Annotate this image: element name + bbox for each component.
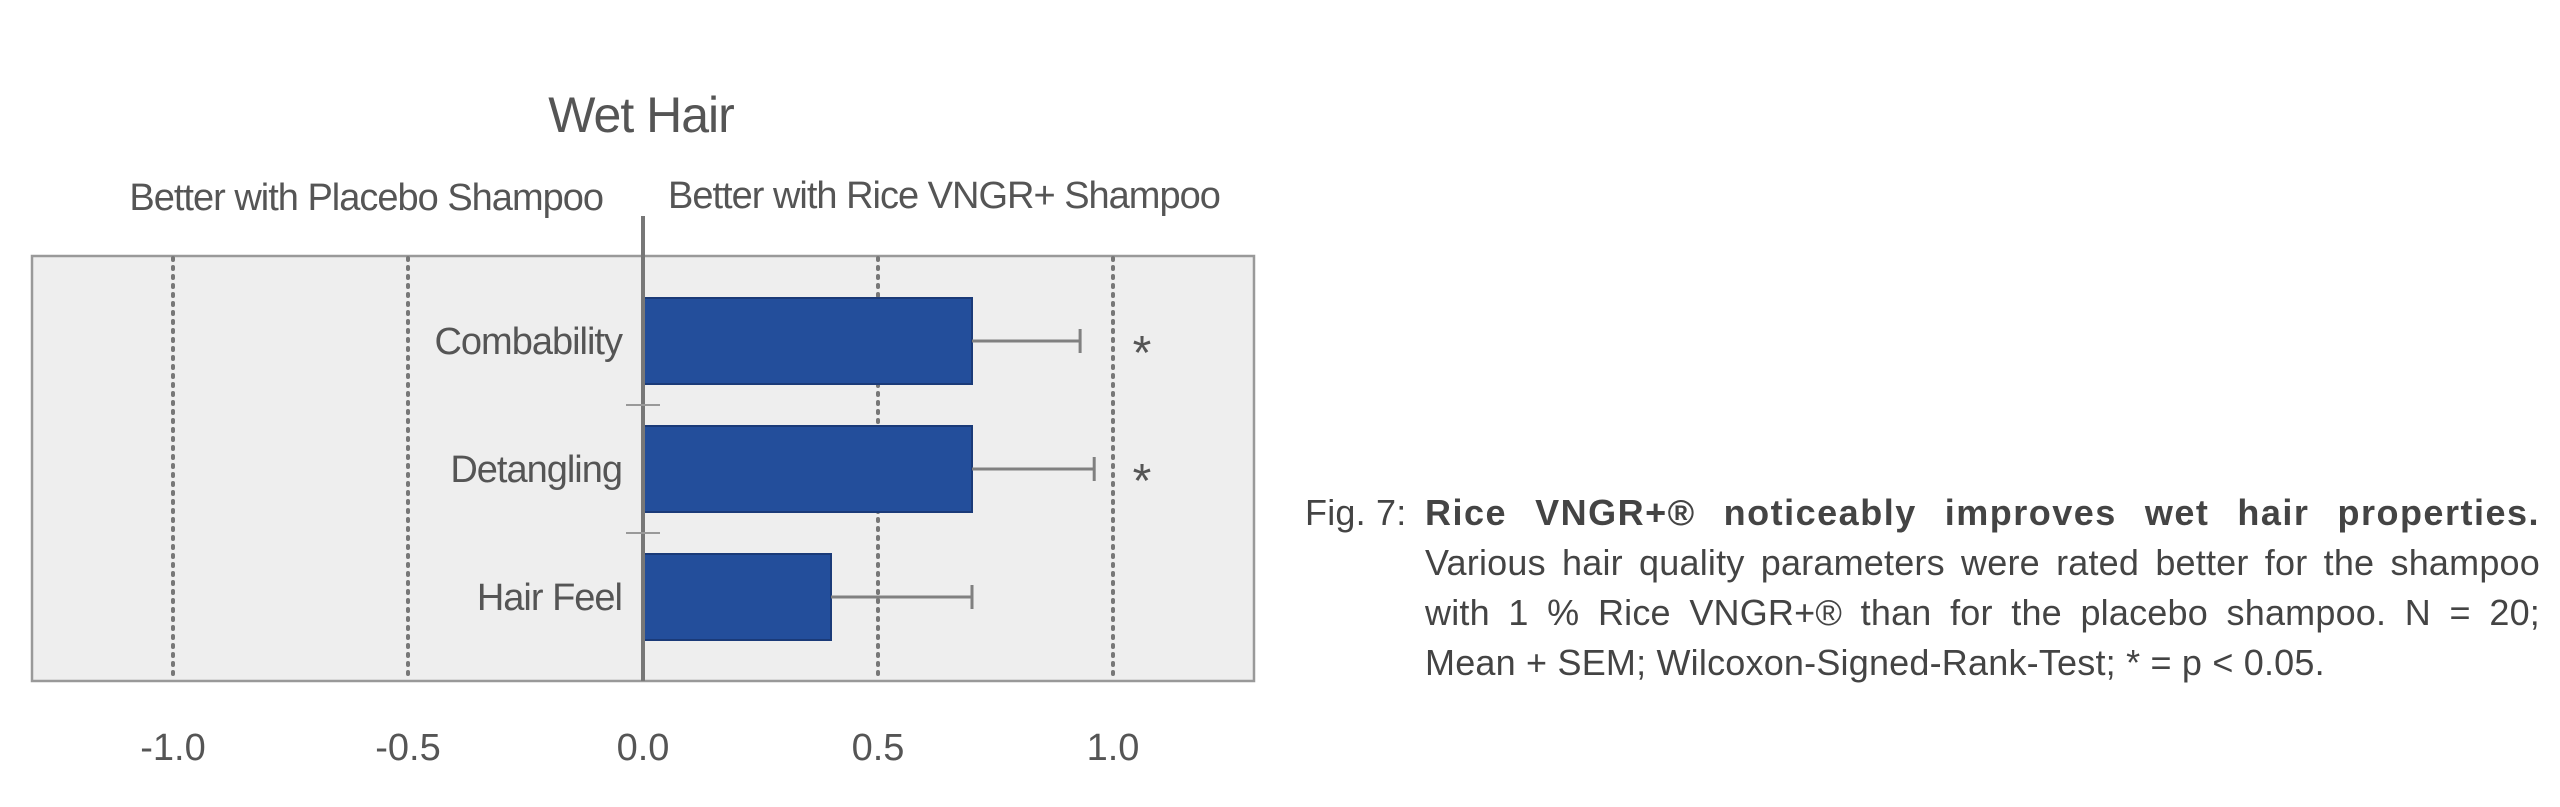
chart-title: Wet Hair <box>548 87 734 143</box>
category-label: Combability <box>434 321 623 363</box>
bar-chart: Wet Hair Better with Placebo Shampoo Bet… <box>30 87 1256 769</box>
left-side-label: Better with Placebo Shampoo <box>129 177 603 219</box>
category-label: Hair Feel <box>477 577 622 619</box>
bar <box>642 425 973 513</box>
significance-marker: * <box>1133 327 1152 380</box>
bar <box>642 553 832 641</box>
x-tick-label: 1.0 <box>1087 727 1140 769</box>
significance-marker: * <box>1133 455 1152 508</box>
caption-body-text: Various hair quality parameters were rat… <box>1425 542 2540 683</box>
x-tick-label: 0.0 <box>617 727 670 769</box>
caption-label: Fig. 7: <box>1305 492 1407 533</box>
x-tick-label: -1.0 <box>140 727 205 769</box>
bar <box>642 297 973 385</box>
caption-bold-text: Rice VNGR+® noticeably improves wet hair… <box>1425 492 2540 533</box>
caption-text: Rice VNGR+® noticeably improves wet hair… <box>1425 488 2540 688</box>
figure-caption: Fig. 7: Rice VNGR+® noticeably improves … <box>1305 488 2540 688</box>
right-side-label: Better with Rice VNGR+ Shampoo <box>668 175 1220 217</box>
x-tick-label: -0.5 <box>375 727 440 769</box>
x-tick-label: 0.5 <box>852 727 905 769</box>
category-label: Detangling <box>450 449 622 491</box>
